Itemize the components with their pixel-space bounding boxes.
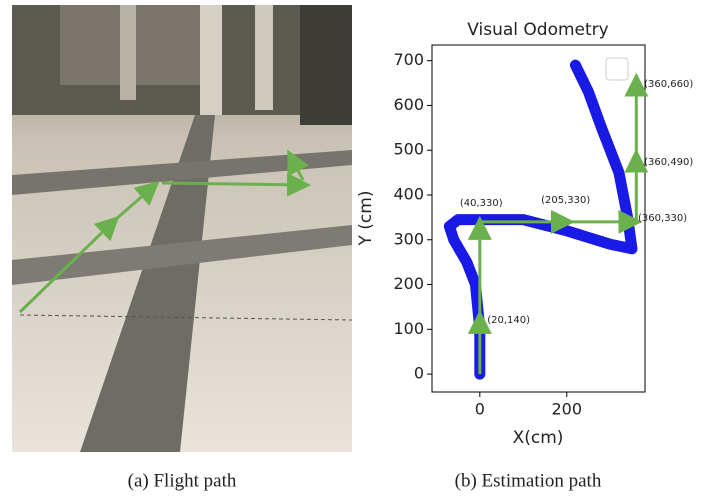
y-axis-label: Y (cm) xyxy=(356,191,376,247)
y-tick-label: 100 xyxy=(393,319,424,338)
x-axis-label: X(cm) xyxy=(513,428,564,448)
annotation: (20,140) xyxy=(487,315,530,326)
y-tick-label: 700 xyxy=(393,50,424,69)
y-tick-label: 500 xyxy=(393,140,424,159)
annotation: (360,490) xyxy=(644,157,693,168)
y-tick-label: 600 xyxy=(393,95,424,114)
photo xyxy=(12,5,352,452)
photo-column xyxy=(255,5,273,110)
chart: Visual Odometry X(cm) Y (cm) 0 100 200 300 4… xyxy=(356,20,693,448)
figure: Visual Odometry X(cm) Y (cm) 0 100 200 300 4… xyxy=(0,0,704,497)
photo-arrow xyxy=(162,183,305,185)
x-tick-label: 0 xyxy=(475,400,485,419)
annotation: (205,330) xyxy=(541,195,590,206)
annotation: (40,330) xyxy=(460,198,503,209)
photo-column xyxy=(200,5,222,115)
y-tick-label: 300 xyxy=(393,229,424,248)
caption: (b) Estimation path xyxy=(455,470,602,491)
page: Visual Odometry X(cm) Y (cm) 0 100 200 300 4… xyxy=(0,0,704,497)
x-tick-label: 200 xyxy=(551,400,582,419)
photo-column xyxy=(120,5,136,100)
annotation: (360,330) xyxy=(638,213,687,224)
y-tick-label: 200 xyxy=(393,274,424,293)
chart-title: Visual Odometry xyxy=(467,20,608,40)
y-tick-label: 400 xyxy=(393,184,424,203)
photo-wall xyxy=(300,5,352,125)
caption: (a) Flight path xyxy=(128,470,237,491)
annotation: (360,660) xyxy=(644,79,693,90)
y-tick-label: 0 xyxy=(414,364,424,383)
